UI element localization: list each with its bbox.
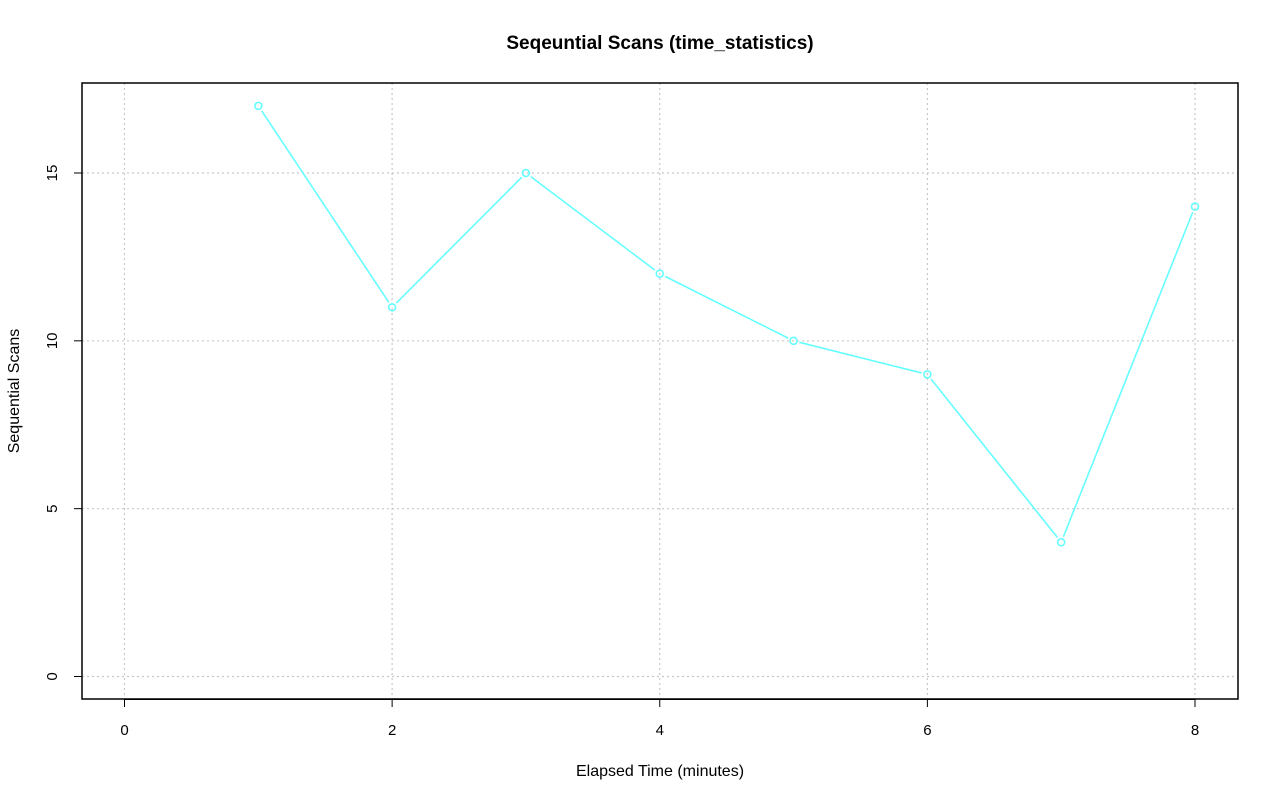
series-line-segment	[530, 175, 656, 271]
chart-title: Seqeuntial Scans (time_statistics)	[506, 33, 813, 54]
series-line-segment	[260, 110, 390, 303]
data-point	[789, 336, 798, 346]
data-point	[1056, 537, 1066, 547]
series-layer	[254, 101, 1200, 547]
x-axis-label: Elapsed Time (minutes)	[576, 763, 744, 780]
y-tick-label: 10	[44, 332, 61, 349]
data-point	[387, 302, 397, 312]
x-tick-label: 8	[1191, 722, 1199, 739]
y-axis: 0 5 10 15	[44, 165, 82, 681]
data-point	[655, 269, 665, 279]
x-tick-label: 0	[120, 722, 128, 739]
data-point	[254, 101, 263, 111]
x-tick-label: 2	[388, 722, 396, 739]
data-point	[1190, 202, 1200, 211]
series-line-segment	[930, 378, 1059, 539]
series-line-segment	[1062, 211, 1194, 537]
series-line-segment	[664, 275, 789, 339]
x-tick-label: 6	[923, 722, 931, 739]
plot-frame	[81, 82, 1239, 700]
data-point	[521, 168, 531, 178]
y-tick-label: 15	[44, 165, 61, 182]
x-axis: 0 2 4 6 8	[120, 699, 1199, 739]
y-tick-label: 0	[44, 672, 61, 680]
grid	[82, 83, 1238, 699]
x-tick-label: 4	[656, 722, 664, 739]
series-line-segment	[799, 341, 922, 374]
data-point	[923, 370, 932, 379]
series-line-segment	[395, 176, 523, 304]
y-axis-label: Sequential Scans	[6, 329, 23, 454]
y-tick-label: 5	[44, 504, 61, 512]
